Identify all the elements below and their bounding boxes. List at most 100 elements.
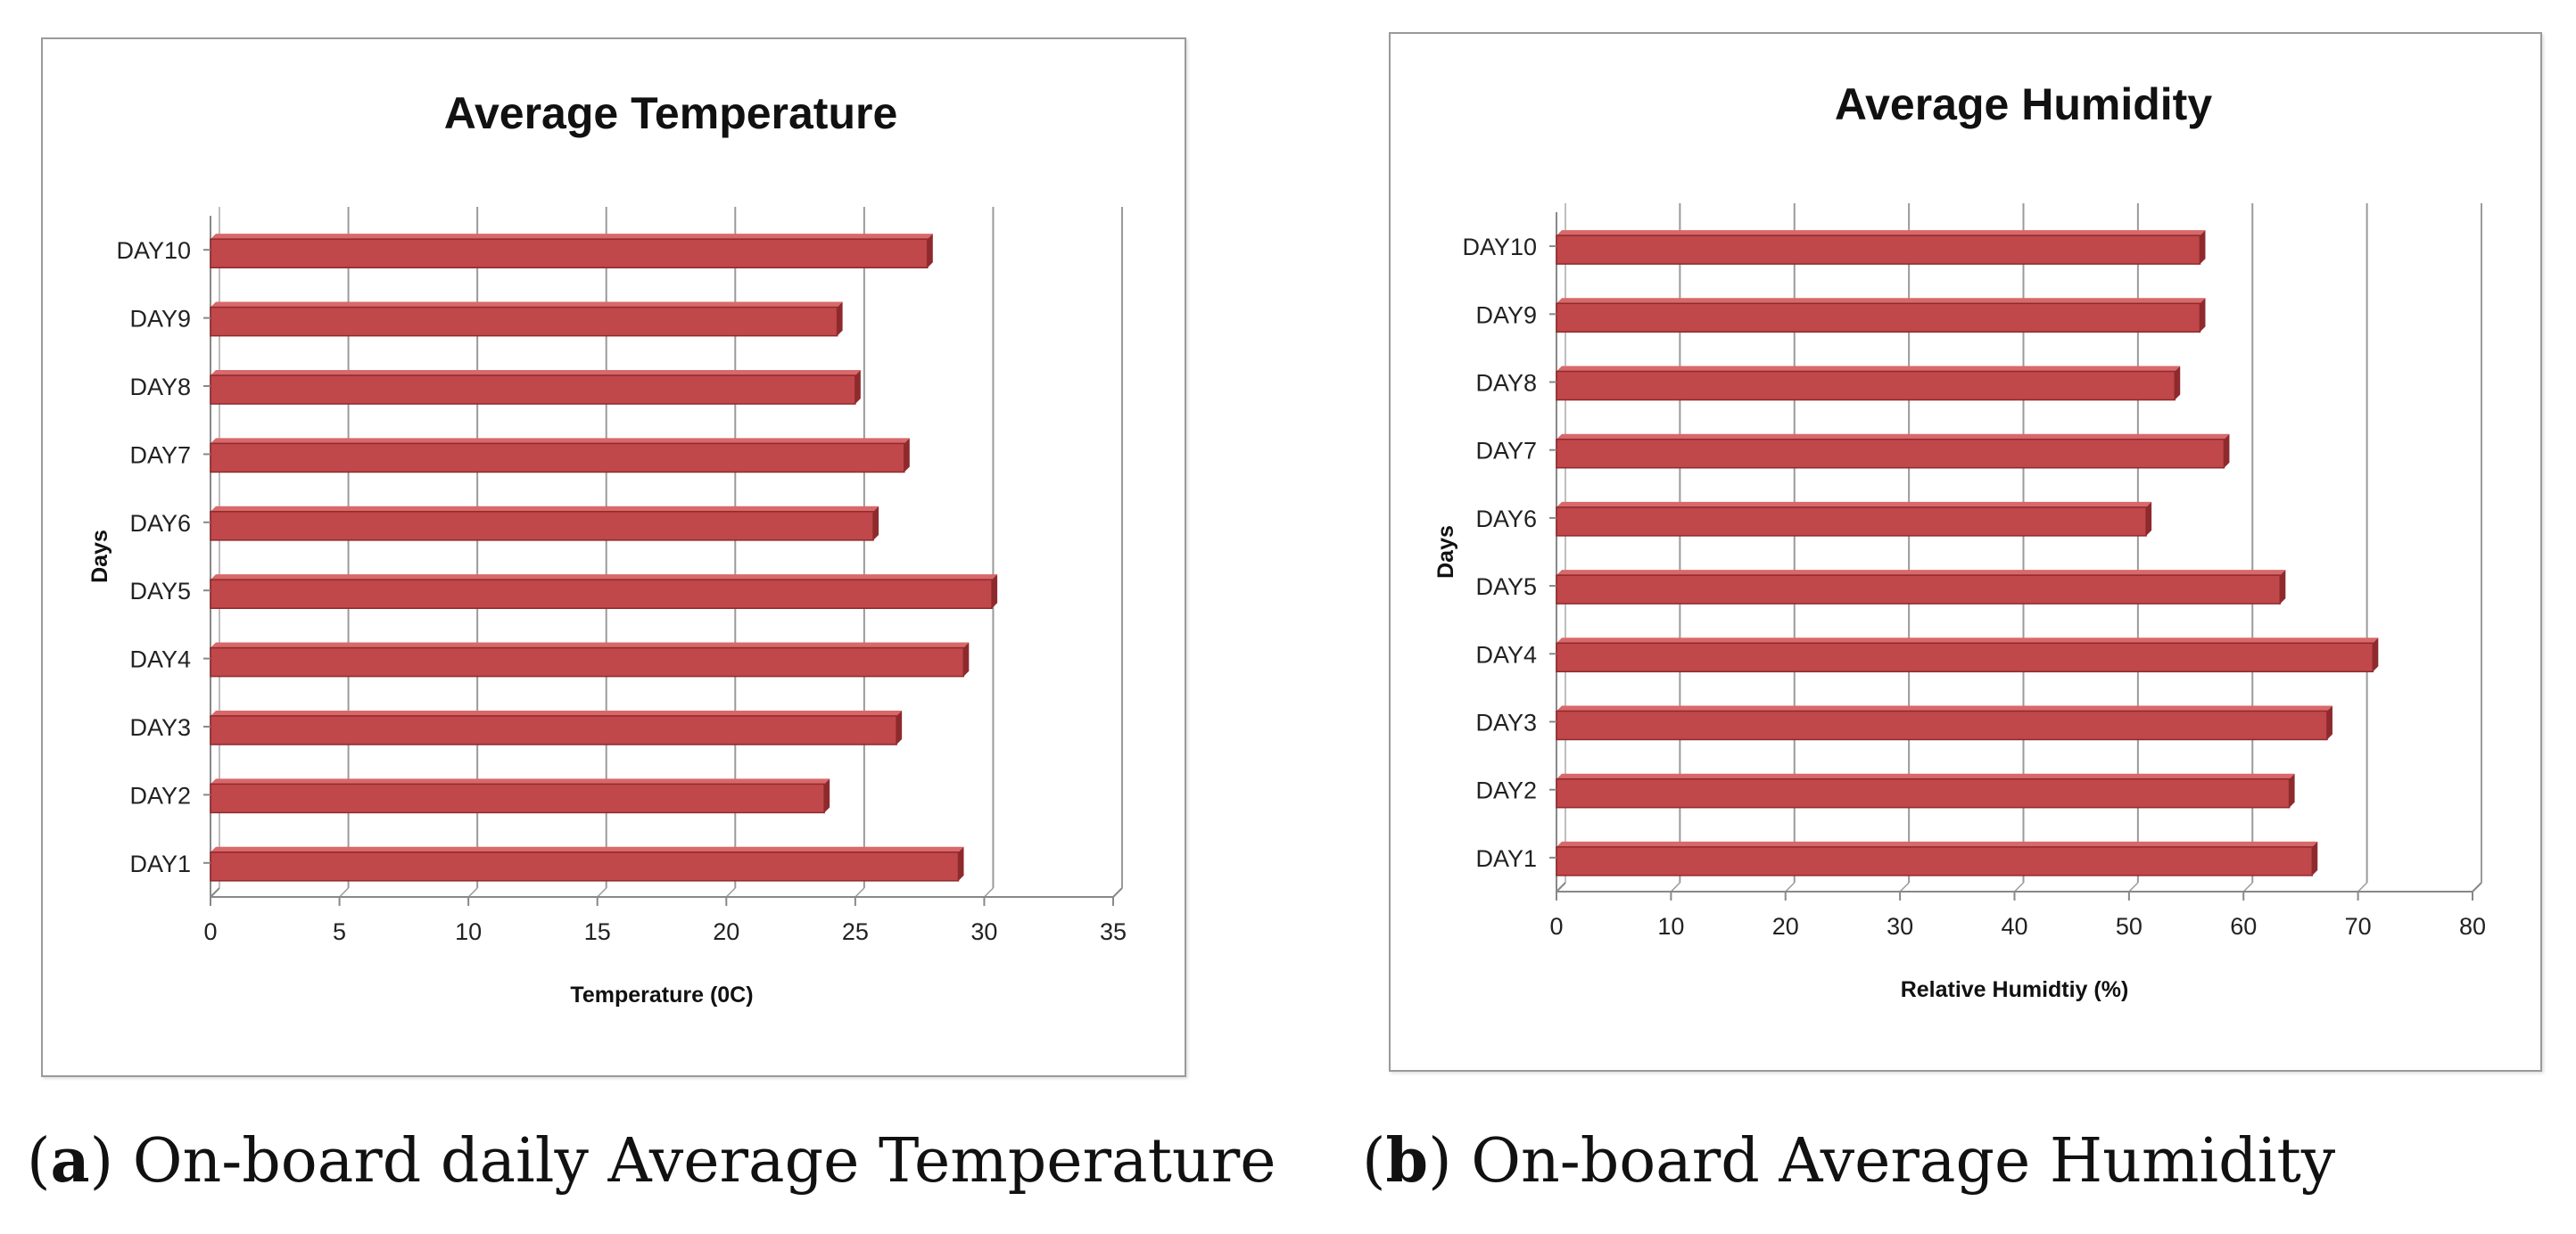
temperature-bar-day3 xyxy=(210,710,903,745)
temperature-y-tick-labels: DAY1 DAY2 DAY3 DAY4 DAY5 DAY6 DAY7 DAY8 DAY9 DAY1… xyxy=(116,237,211,877)
temperature-bar-top-face xyxy=(211,846,964,852)
humidity-gridline-floor xyxy=(2128,882,2139,893)
humidity-gridline-floor xyxy=(2357,882,2368,893)
humidity-bar-front-face xyxy=(1556,438,2225,469)
temperature-gridline-floor xyxy=(467,887,478,898)
figure-caption-a: (a) On-board daily Average Temperature xyxy=(27,1125,1276,1197)
humidity-bar-end-face xyxy=(2373,638,2379,672)
temperature-bar-top-face xyxy=(211,234,933,240)
temperature-bars xyxy=(210,234,998,882)
humidity-bar-day1 xyxy=(1556,841,2318,876)
caption-letter-a: a xyxy=(50,1125,90,1197)
humidity-x-tick-label: 20 xyxy=(1772,913,1799,940)
temperature-bar-front-face xyxy=(210,851,960,882)
humidity-bar-day7 xyxy=(1556,433,2230,469)
temperature-bar-front-face xyxy=(210,511,874,541)
humidity-y-tick-labels: DAY1 DAY2 DAY3 DAY4 DAY5 DAY6 DAY7 DAY8 DAY9 DAY1… xyxy=(1462,234,1556,872)
humidity-bar-front-face xyxy=(1556,710,2328,741)
temperature-x-tick-label: 25 xyxy=(842,918,869,945)
temperature-bar-day5 xyxy=(210,574,998,609)
temperature-bar-end-face xyxy=(963,642,970,677)
temperature-y-tick-label-day7: DAY7 xyxy=(129,441,191,468)
temperature-x-axis-label: Temperature (0C) xyxy=(570,983,753,1008)
humidity-gridline-floor xyxy=(1670,882,1680,893)
humidity-x-tick-label: 40 xyxy=(2001,913,2027,940)
temperature-x-tick-label: 0 xyxy=(203,918,217,945)
humidity-bar-day6 xyxy=(1556,501,2152,537)
humidity-floor-corner xyxy=(1556,882,1566,893)
humidity-y-tick-label-day6: DAY6 xyxy=(1475,506,1537,532)
temperature-bar-day9 xyxy=(210,301,843,337)
temperature-bar-day6 xyxy=(210,506,879,541)
temperature-gridline-floor xyxy=(725,887,736,898)
humidity-bar-top-face xyxy=(1556,841,2318,847)
humidity-bar-top-face xyxy=(1556,230,2206,236)
humidity-bar-end-face xyxy=(2224,433,2230,468)
humidity-floor-edge xyxy=(2472,882,2482,893)
temperature-y-tick-label-day4: DAY4 xyxy=(129,646,191,673)
humidity-bar-front-face xyxy=(1556,846,2314,876)
humidity-x-axis-label: Relative Humidtiy (%) xyxy=(1901,977,2129,1002)
humidity-bar-end-face xyxy=(2289,773,2295,808)
humidity-bar-top-face xyxy=(1556,570,2286,576)
humidity-bar-top-face xyxy=(1556,705,2332,712)
humidity-x-tick-label: 70 xyxy=(2345,913,2372,940)
temperature-floor-corner xyxy=(210,887,220,898)
humidity-bar-end-face xyxy=(2200,230,2206,265)
temperature-chart: Average Temperature 0 5 10 15 20 25 30 35 Tempera… xyxy=(87,88,1127,1008)
humidity-bar-front-face xyxy=(1556,642,2374,673)
temperature-bar-front-face xyxy=(210,715,897,745)
humidity-bar-top-face xyxy=(1556,638,2379,644)
temperature-x-tick-label: 15 xyxy=(584,918,611,945)
temperature-bar-end-face xyxy=(855,369,861,405)
temperature-gridline-floor xyxy=(339,887,350,898)
humidity-bar-day8 xyxy=(1556,366,2181,401)
humidity-bar-front-face xyxy=(1556,302,2201,333)
temperature-y-tick-label-day1: DAY1 xyxy=(129,851,191,877)
temperature-gridline-floor xyxy=(983,887,994,898)
temperature-x-tick-label: 35 xyxy=(1100,918,1127,945)
humidity-bar-top-face xyxy=(1556,298,2206,304)
humidity-y-tick-label-day9: DAY9 xyxy=(1475,301,1537,328)
humidity-bar-end-face xyxy=(2312,841,2318,876)
temperature-x-tick-label: 5 xyxy=(333,918,346,945)
humidity-bar-top-face xyxy=(1556,433,2230,440)
humidity-bar-end-face xyxy=(2146,501,2152,536)
humidity-gridline-floor xyxy=(1785,882,1796,893)
temperature-bar-day7 xyxy=(210,438,910,473)
temperature-y-tick-label-day6: DAY6 xyxy=(129,510,191,537)
humidity-bar-day10 xyxy=(1556,230,2206,265)
humidity-bar-front-face xyxy=(1556,370,2176,401)
temperature-bar-top-face xyxy=(211,301,843,308)
caption-text-b: On-board Average Humidity xyxy=(1471,1126,2336,1197)
temperature-bar-day8 xyxy=(210,369,861,405)
temperature-bar-top-face xyxy=(211,369,861,375)
temperature-x-tick-labels: 0 5 10 15 20 25 30 35 xyxy=(203,897,1127,945)
humidity-gridline-floor xyxy=(2242,882,2253,893)
humidity-bar-front-face xyxy=(1556,574,2282,605)
temperature-bar-end-face xyxy=(992,574,998,609)
temperature-y-tick-label-day8: DAY8 xyxy=(129,374,191,400)
humidity-x-tick-label: 10 xyxy=(1657,913,1684,940)
temperature-x-tick-label: 10 xyxy=(455,918,482,945)
temperature-bar-end-face xyxy=(958,846,964,881)
humidity-y-axis-label: Days xyxy=(1433,525,1458,579)
humidity-y-tick-label-day2: DAY2 xyxy=(1475,777,1537,804)
temperature-bar-top-face xyxy=(211,642,970,648)
temperature-bar-end-face xyxy=(927,234,933,268)
humidity-bar-end-face xyxy=(2326,705,2332,740)
humidity-bar-end-face xyxy=(2280,570,2286,605)
humidity-x-tick-label: 80 xyxy=(2459,913,2486,940)
humidity-gridline-floor xyxy=(2013,882,2025,893)
temperature-bar-top-face xyxy=(211,778,830,785)
humidity-bar-end-face xyxy=(2200,298,2206,333)
caption-letter-b: b xyxy=(1385,1125,1429,1197)
temperature-bar-top-face xyxy=(211,710,903,716)
temperature-bar-top-face xyxy=(211,574,998,580)
temperature-floor-edge xyxy=(1112,887,1123,898)
humidity-chart-title: Average Humidity xyxy=(1835,79,2212,129)
humidity-chart: Average Humidity 0 10 20 30 40 50 60 70 80 Relativ… xyxy=(1433,79,2486,1002)
humidity-y-tick-label-day3: DAY3 xyxy=(1475,710,1537,736)
humidity-bar-end-face xyxy=(2175,366,2181,400)
temperature-bar-top-face xyxy=(211,438,910,444)
